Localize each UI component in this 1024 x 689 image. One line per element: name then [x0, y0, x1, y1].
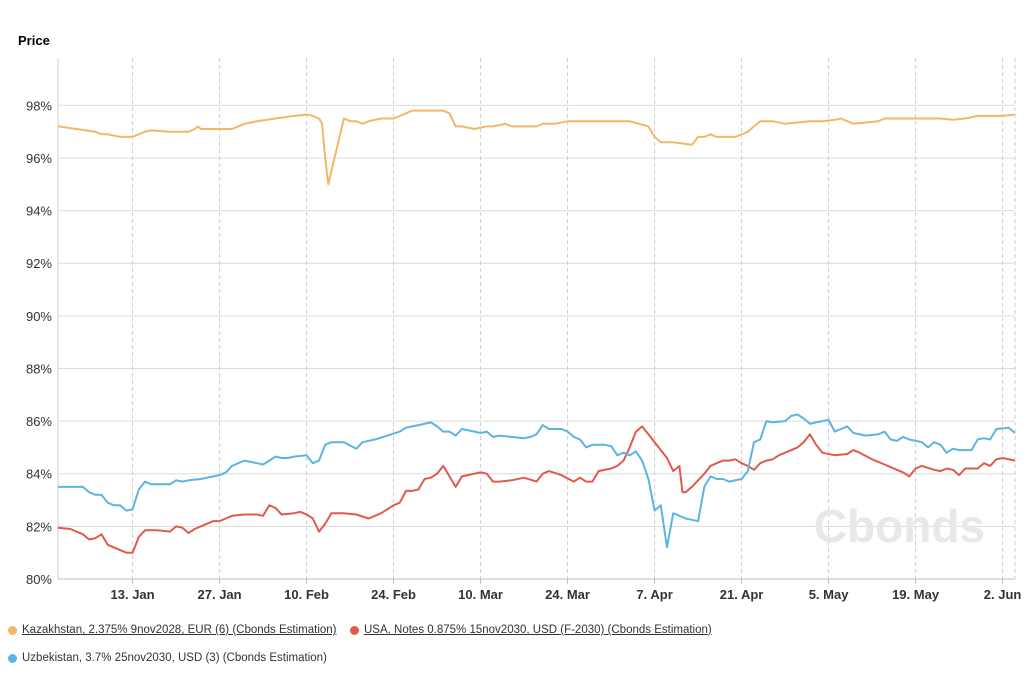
series-line-kazakhstan[interactable]	[57, 109, 1016, 186]
legend-marker-usa	[350, 625, 359, 635]
legend-label-usa: USA, Notes 0.875% 15nov2030, USD (F-2030…	[364, 624, 712, 636]
y-tick-label: 86%	[26, 414, 52, 429]
legend-label-uzbekistan: Uzbekistan, 3.7% 25nov2030, USD (3) (Cbo…	[22, 652, 327, 664]
x-tick-label: 10. Feb	[284, 587, 329, 602]
x-axis-ticks: 13. Jan 27. Jan 10. Feb 24. Feb 10. Mar 24. M…	[111, 587, 1022, 602]
x-tick-label: 24. Feb	[371, 587, 416, 602]
grid	[57, 58, 1016, 584]
x-tick-label: 2. Jun	[984, 587, 1022, 602]
y-tick-label: 90%	[26, 309, 52, 324]
x-tick-label: 5. May	[809, 587, 850, 602]
legend-item-usa[interactable]: USA, Notes 0.875% 15nov2030, USD (F-2030…	[350, 624, 712, 636]
series-line-uzbekistan[interactable]	[58, 413, 1016, 549]
y-axis-ticks: 80% 82% 84% 86% 88% 90% 92% 94% 96% 98%	[26, 98, 52, 587]
y-tick-label: 84%	[26, 467, 52, 482]
y-tick-label: 96%	[26, 151, 52, 166]
x-tick-label: 21. Apr	[720, 587, 764, 602]
y-tick-label: 92%	[26, 256, 52, 271]
watermark: Cbonds	[814, 500, 985, 552]
x-tick-label: 27. Jan	[198, 587, 242, 602]
x-tick-label: 7. Apr	[636, 587, 672, 602]
x-tick-label: 24. Mar	[545, 587, 590, 602]
x-tick-label: 10. Mar	[458, 587, 503, 602]
y-tick-label: 98%	[26, 98, 52, 113]
series-line-usa[interactable]	[57, 425, 1016, 554]
legend-item-uzbekistan[interactable]: Uzbekistan, 3.7% 25nov2030, USD (3) (Cbo…	[8, 652, 327, 664]
y-tick-label: 80%	[26, 572, 52, 587]
legend-marker-kazakhstan	[8, 625, 17, 635]
legend-item-kazakhstan[interactable]: Kazakhstan, 2.375% 9nov2028, EUR (6) (Cb…	[8, 624, 337, 636]
y-tick-label: 82%	[26, 519, 52, 534]
y-tick-label: 88%	[26, 361, 52, 376]
x-tick-label: 19. May	[892, 587, 940, 602]
x-tick-label: 13. Jan	[111, 587, 155, 602]
series-lines	[57, 109, 1016, 554]
y-tick-label: 94%	[26, 204, 52, 219]
legend-marker-uzbekistan	[8, 653, 17, 663]
legend-label-kazakhstan: Kazakhstan, 2.375% 9nov2028, EUR (6) (Cb…	[22, 624, 337, 636]
y-axis-title: Price	[18, 33, 50, 48]
